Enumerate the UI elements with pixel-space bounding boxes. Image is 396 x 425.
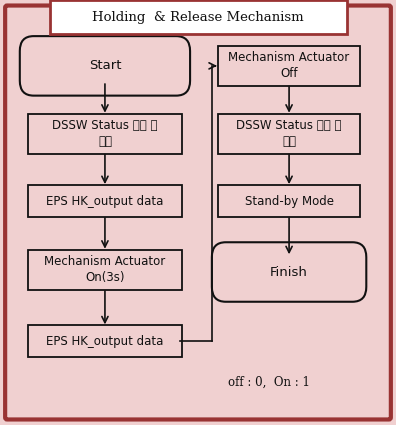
Text: Start: Start xyxy=(89,60,121,72)
FancyBboxPatch shape xyxy=(218,185,360,217)
Text: DSSW Status 수집 및
저장: DSSW Status 수집 및 저장 xyxy=(52,119,158,148)
FancyBboxPatch shape xyxy=(28,326,182,357)
FancyBboxPatch shape xyxy=(28,185,182,217)
Text: Holding  & Release Mechanism: Holding & Release Mechanism xyxy=(92,11,304,23)
Text: EPS HK_output data: EPS HK_output data xyxy=(46,335,164,348)
Text: off : 0,  On : 1: off : 0, On : 1 xyxy=(228,376,310,389)
FancyBboxPatch shape xyxy=(28,114,182,154)
FancyBboxPatch shape xyxy=(212,242,366,302)
Text: Mechanism Actuator
On(3s): Mechanism Actuator On(3s) xyxy=(44,255,166,284)
Text: Stand-by Mode: Stand-by Mode xyxy=(245,195,333,207)
FancyBboxPatch shape xyxy=(218,114,360,154)
FancyBboxPatch shape xyxy=(28,250,182,290)
FancyBboxPatch shape xyxy=(5,6,391,419)
Text: DSSW Status 수집 및
저장: DSSW Status 수집 및 저장 xyxy=(236,119,342,148)
FancyBboxPatch shape xyxy=(218,46,360,86)
FancyBboxPatch shape xyxy=(20,36,190,96)
Text: Finish: Finish xyxy=(270,266,308,278)
Text: EPS HK_output data: EPS HK_output data xyxy=(46,195,164,207)
FancyBboxPatch shape xyxy=(50,0,346,34)
Text: Mechanism Actuator
Off: Mechanism Actuator Off xyxy=(228,51,350,80)
